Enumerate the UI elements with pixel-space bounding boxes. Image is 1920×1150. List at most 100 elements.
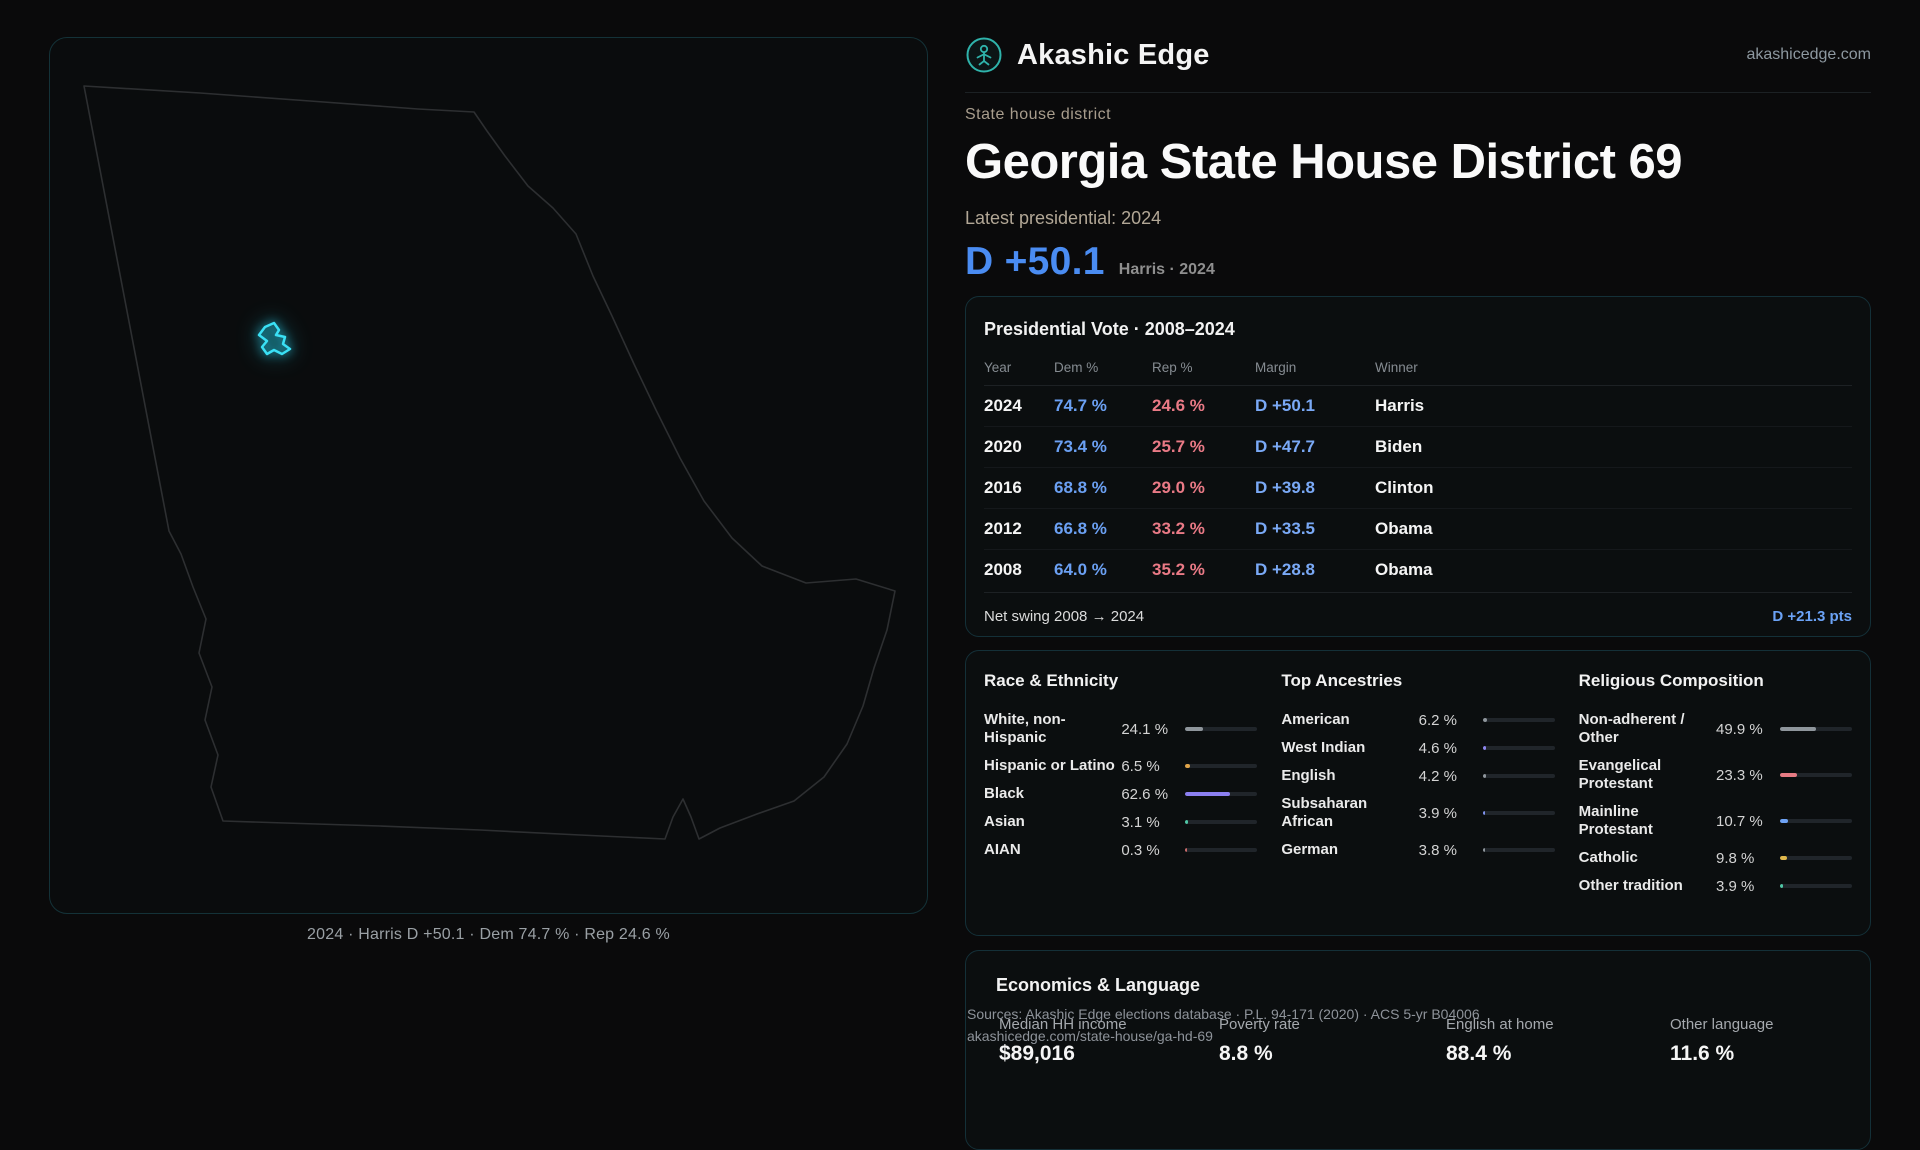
demo-bar-fill (1185, 848, 1187, 852)
demo-value: 9.8 % (1716, 849, 1755, 867)
demo-value: 3.1 % (1121, 813, 1160, 831)
demo-row: Hispanic or Latino 6.5 % (984, 752, 1258, 780)
demo-bar-fill (1482, 746, 1486, 750)
sources-footer: Sources: Akashic Edge elections database… (967, 1003, 1480, 1047)
presidential-row: 2008 64.0 % 35.2 % D +28.8 Obama (984, 550, 1852, 590)
margin-cell: D +47.7 (1255, 437, 1316, 456)
district-map-panel[interactable] (49, 37, 928, 914)
winner-cell: Obama (1375, 519, 1433, 538)
demo-bar (1482, 811, 1555, 815)
rep-cell: 25.7 % (1152, 437, 1205, 456)
stat-value: 88.4 % (1446, 1042, 1512, 1065)
stat-label: Median HH income (999, 1016, 1127, 1033)
stat-label: Other language (1670, 1016, 1774, 1033)
stat-value: 11.6 % (1670, 1042, 1735, 1065)
demo-row: Asian 3.1 % (984, 808, 1258, 836)
demo-bar (1482, 774, 1555, 778)
demo-bar (1780, 884, 1852, 888)
presidential-row: 2024 74.7 % 24.6 % D +50.1 Harris (984, 386, 1852, 427)
economics-card-title: Economics & Language (996, 975, 1201, 995)
demo-bar (1482, 718, 1555, 722)
demo-section-race: Race & Ethnicity White, non-Hispanic 24.1 … (984, 671, 1258, 900)
georgia-map (83, 85, 896, 840)
map-caption: 2024 · Harris D +50.1 · Dem 74.7 % · Rep… (307, 926, 670, 943)
demo-section-title: Religious Composition (1578, 671, 1764, 690)
georgia-state-outline (83, 85, 896, 840)
demo-section-title: Race & Ethnicity (984, 671, 1119, 690)
stat-label: Poverty rate (1219, 1016, 1300, 1033)
demo-row: Mainline Protestant 10.7 % (1579, 798, 1852, 844)
demo-bar (1185, 848, 1258, 852)
demo-label: Evangelical Protestant (1578, 757, 1662, 792)
stat-value: $89,016 (999, 1042, 1075, 1065)
dem-cell: 73.4 % (1054, 437, 1107, 456)
demo-bar-fill (1482, 774, 1486, 778)
demo-value: 3.9 % (1716, 877, 1755, 895)
column-header: Dem % (1054, 360, 1099, 375)
margin-cell: D +50.1 (1255, 396, 1316, 415)
sources-line: Sources: Akashic Edge elections database… (967, 1006, 1480, 1022)
demographics-card: Race & Ethnicity White, non-Hispanic 24.1 … (965, 650, 1871, 936)
demo-bar (1482, 848, 1555, 852)
presidential-header-row: Year Dem % Rep % Margin Winner (984, 354, 1852, 386)
demo-bar-fill (1185, 820, 1188, 824)
brand-logo-icon[interactable] (965, 36, 1003, 74)
demo-value: 4.6 % (1418, 739, 1458, 757)
demo-bar-fill (1482, 848, 1486, 852)
demo-label: American (1281, 711, 1350, 728)
presidential-row: 2016 68.8 % 29.0 % D +39.8 Clinton (984, 468, 1852, 509)
stat-label: English at home (1446, 1016, 1554, 1033)
demo-bar (1780, 856, 1852, 860)
presidential-vote-card: Presidential Vote · 2008–2024 Year Dem % R… (965, 296, 1871, 637)
demo-bar (1185, 727, 1258, 731)
margin-cell: D +39.8 (1255, 478, 1316, 497)
demo-row: AIAN 0.3 % (984, 836, 1258, 864)
demo-value: 23.3 % (1716, 766, 1763, 784)
demo-bar (1185, 764, 1258, 768)
winner-cell: Obama (1375, 560, 1433, 579)
demo-row: Catholic 9.8 % (1579, 844, 1852, 872)
site-domain-link[interactable]: akashicedge.com (1746, 46, 1871, 63)
demo-section-title: Top Ancestries (1281, 671, 1403, 690)
demo-row: White, non-Hispanic 24.1 % (984, 706, 1258, 752)
district-69-shape[interactable] (257, 321, 292, 356)
presidential-row: 2012 66.8 % 33.2 % D +33.5 Obama (984, 509, 1852, 550)
demo-label: White, non-Hispanic (984, 711, 1066, 746)
demo-row: Other tradition 3.9 % (1579, 872, 1852, 900)
dem-cell: 68.8 % (1054, 478, 1107, 497)
demo-bar-fill (1780, 884, 1783, 888)
demo-row: Non-adherent / Other 49.9 % (1579, 706, 1852, 752)
demo-section-ancestries: Top Ancestries American 6.2 % West Indian 4.… (1281, 671, 1555, 900)
stat-english-at-home: English at home 88.4 % (1446, 1016, 1670, 1066)
stat-poverty-rate: Poverty rate 8.8 % (1219, 1016, 1446, 1066)
demo-bar (1780, 773, 1852, 777)
demo-label: Black (984, 785, 1025, 802)
demo-label: Asian (984, 813, 1025, 830)
demo-bar (1185, 792, 1258, 796)
presidential-row: 2020 73.4 % 25.7 % D +47.7 Biden (984, 427, 1852, 468)
permalink[interactable]: akashicedge.com/state-house/ga-hd-69 (967, 1028, 1213, 1044)
demo-value: 6.2 % (1418, 711, 1458, 729)
demo-value: 49.9 % (1716, 720, 1763, 738)
year-cell: 2024 (984, 396, 1022, 415)
demo-value: 3.9 % (1418, 804, 1458, 822)
header-divider (965, 92, 1871, 93)
demo-label: German (1281, 841, 1339, 858)
year-cell: 2016 (984, 478, 1022, 497)
brand-name[interactable]: Akashic Edge (1017, 38, 1210, 71)
rep-cell: 33.2 % (1152, 519, 1205, 538)
demo-value: 10.7 % (1716, 812, 1763, 830)
demo-label: Subsaharan African (1281, 795, 1368, 830)
demo-bar-fill (1780, 773, 1797, 777)
demo-value: 4.2 % (1418, 767, 1458, 785)
demo-section-religion: Religious Composition Non-adherent / Othe… (1579, 671, 1852, 900)
stat-value: 8.8 % (1219, 1042, 1273, 1065)
rep-cell: 24.6 % (1152, 396, 1205, 415)
dem-cell: 74.7 % (1054, 396, 1107, 415)
demo-row: English 4.2 % (1281, 762, 1555, 790)
demo-row: German 3.8 % (1281, 836, 1555, 864)
demo-row: West Indian 4.6 % (1281, 734, 1555, 762)
dem-cell: 66.8 % (1054, 519, 1107, 538)
demo-row: Evangelical Protestant 23.3 % (1579, 752, 1852, 798)
stat-other-language: Other language 11.6 % (1670, 1016, 1840, 1066)
